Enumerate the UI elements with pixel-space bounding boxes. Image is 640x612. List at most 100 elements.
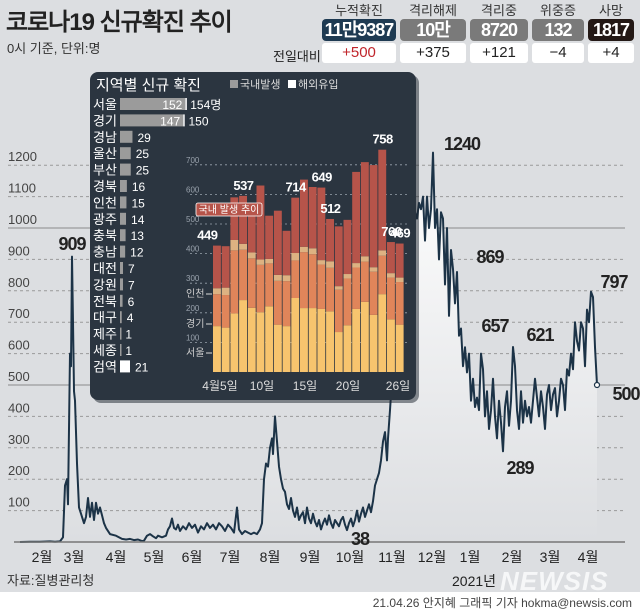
end-point-marker — [593, 381, 601, 389]
stack-segment-기타 — [352, 171, 361, 264]
value-label: 4 — [127, 311, 134, 325]
stack-segment-경기 — [395, 282, 404, 325]
stack-segment-서울 — [282, 326, 291, 372]
stack-segment-경기 — [256, 264, 265, 313]
bar-total-label: 758 — [373, 132, 393, 147]
stat-diff: +500 — [322, 43, 396, 63]
stack-segment-경기 — [230, 250, 239, 314]
annotation-500: 500 — [612, 384, 640, 404]
stack-segment-경기 — [317, 264, 326, 309]
inset-x-tick: 20일 — [336, 379, 360, 393]
stack-segment-인천 — [326, 261, 334, 268]
inset-y-tick: 500 — [186, 215, 200, 224]
stack-segment-경기 — [387, 277, 395, 320]
stack-segment-서울 — [334, 332, 343, 372]
annotation-657: 657 — [481, 316, 509, 336]
stat-label: 위중증 — [540, 3, 576, 18]
annotation-1240: 1240 — [444, 134, 481, 154]
value-label: 25 — [136, 164, 150, 178]
stat-value: 11만9387 — [322, 19, 396, 41]
value-label: 1 — [125, 328, 132, 342]
inset-y-tick: 400 — [186, 245, 200, 254]
stack-segment-기타 — [230, 197, 239, 240]
credit-label: 21.04.26 안지혜 그래픽 기자 hokma@newsis.com — [372, 596, 632, 610]
stack-segment-경기 — [282, 281, 291, 327]
stack-segment-기타 — [317, 187, 326, 261]
value-label: 6 — [128, 295, 135, 309]
stat-diff: +121 — [470, 43, 528, 63]
y-tick-label: 1000 — [8, 212, 37, 227]
stack-segment-경기 — [360, 261, 369, 302]
imported-bar — [120, 360, 130, 373]
region-label: 서울 — [93, 97, 117, 112]
stack-segment-기타 — [326, 218, 334, 262]
stack-segment-인천 — [221, 287, 230, 296]
domestic-bar — [120, 262, 124, 274]
region-label: 인천 — [93, 195, 117, 210]
stat-label: 사망 — [599, 3, 623, 18]
stack-segment-서울 — [300, 308, 308, 372]
y-tick-label: 1200 — [8, 149, 37, 164]
region-label: 경남 — [93, 130, 117, 145]
region-label: 충남 — [93, 245, 117, 260]
x-tick-label: 2월 — [32, 549, 53, 565]
stack-segment-인천 — [265, 258, 274, 264]
stack-segment-경기 — [378, 255, 387, 295]
diff-label: 전일대비 — [273, 49, 321, 64]
x-tick-label: 5월 — [144, 549, 165, 565]
value-label: 15 — [131, 196, 145, 210]
value-label: 25 — [136, 147, 150, 161]
region-label: 대전 — [93, 261, 117, 276]
x-tick-label: 11월 — [378, 549, 405, 565]
stack-segment-경기 — [221, 295, 230, 328]
stack-segment-인천 — [291, 253, 300, 261]
stack-segment-서울 — [213, 326, 221, 372]
stack-segment-경기 — [273, 280, 282, 325]
stack-segment-서울 — [291, 298, 300, 372]
stack-segment-기타 — [213, 245, 221, 289]
annotation-621: 621 — [526, 325, 554, 345]
bar-total-label: 469 — [390, 226, 410, 241]
inset-y-tick: 200 — [186, 304, 200, 313]
stack-segment-기타 — [256, 185, 265, 260]
domestic-bar — [120, 229, 126, 242]
stack-segment-인천 — [369, 267, 378, 272]
stack-segment-서울 — [308, 308, 317, 372]
total-label: 150 — [189, 114, 209, 128]
region-marker-label: 서울 — [186, 347, 204, 359]
stat-label: 격리해제 — [409, 3, 457, 18]
inset-y-tick: 100 — [186, 333, 200, 342]
stack-segment-경기 — [291, 260, 300, 298]
stack-segment-서울 — [395, 324, 404, 372]
y-tick-label: 1100 — [8, 181, 36, 196]
y-tick-label: 200 — [8, 463, 30, 478]
imported-bar — [183, 114, 185, 127]
value-label: 1 — [125, 344, 132, 358]
x-tick-label: 12월 — [418, 549, 446, 565]
domestic-bar — [120, 180, 127, 192]
annotation-289: 289 — [506, 458, 534, 478]
legend-domestic: 국내발생 — [240, 78, 280, 91]
x-tick-label: 4월 — [578, 549, 599, 565]
x-tick-label: 9월 — [300, 549, 321, 565]
region-label: 대구 — [93, 310, 117, 325]
value-label: 147 — [160, 114, 180, 128]
bar-total-label: 512 — [320, 201, 340, 216]
domestic-bar — [120, 212, 127, 225]
stack-segment-인천 — [300, 246, 308, 253]
value-label: 12 — [130, 246, 144, 260]
stack-segment-서울 — [352, 308, 361, 372]
domestic-bar — [120, 130, 133, 143]
stat-diff: −4 — [532, 43, 584, 63]
stack-segment-서울 — [326, 311, 334, 372]
page-title: 코로나19 신규확진 추이 — [6, 9, 233, 36]
stack-segment-인천 — [387, 273, 395, 278]
stack-segment-기타 — [273, 210, 282, 275]
annotation-909: 909 — [58, 234, 86, 254]
imported-bar — [185, 98, 187, 110]
domestic-bar — [120, 294, 123, 307]
stack-segment-인천 — [308, 248, 317, 255]
y-tick-label: 800 — [8, 275, 30, 290]
year-label: 2021년 — [452, 573, 497, 589]
region-label: 강원 — [93, 277, 117, 292]
